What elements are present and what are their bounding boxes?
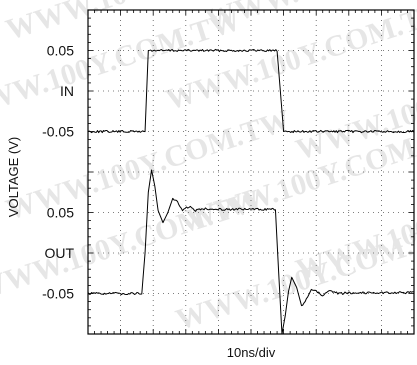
tick-labels: 0.05 IN -0.05 0.05 OUT -0.05 — [42, 43, 74, 302]
y-tick-label: OUT — [44, 245, 74, 261]
grid — [88, 10, 414, 334]
y-axis-label: VOLTAGE (V) — [6, 137, 21, 217]
y-tick-label: 0.05 — [47, 43, 74, 59]
plot-frame — [87, 9, 415, 335]
y-tick-label: IN — [60, 83, 74, 99]
trace-out — [87, 169, 415, 335]
y-tick-label: -0.05 — [42, 286, 74, 302]
traces — [87, 48, 415, 335]
y-tick-label: -0.05 — [42, 124, 74, 140]
trace-in — [87, 48, 415, 134]
x-axis-label: 10ns/div — [227, 345, 276, 360]
y-tick-label: 0.05 — [47, 205, 74, 221]
